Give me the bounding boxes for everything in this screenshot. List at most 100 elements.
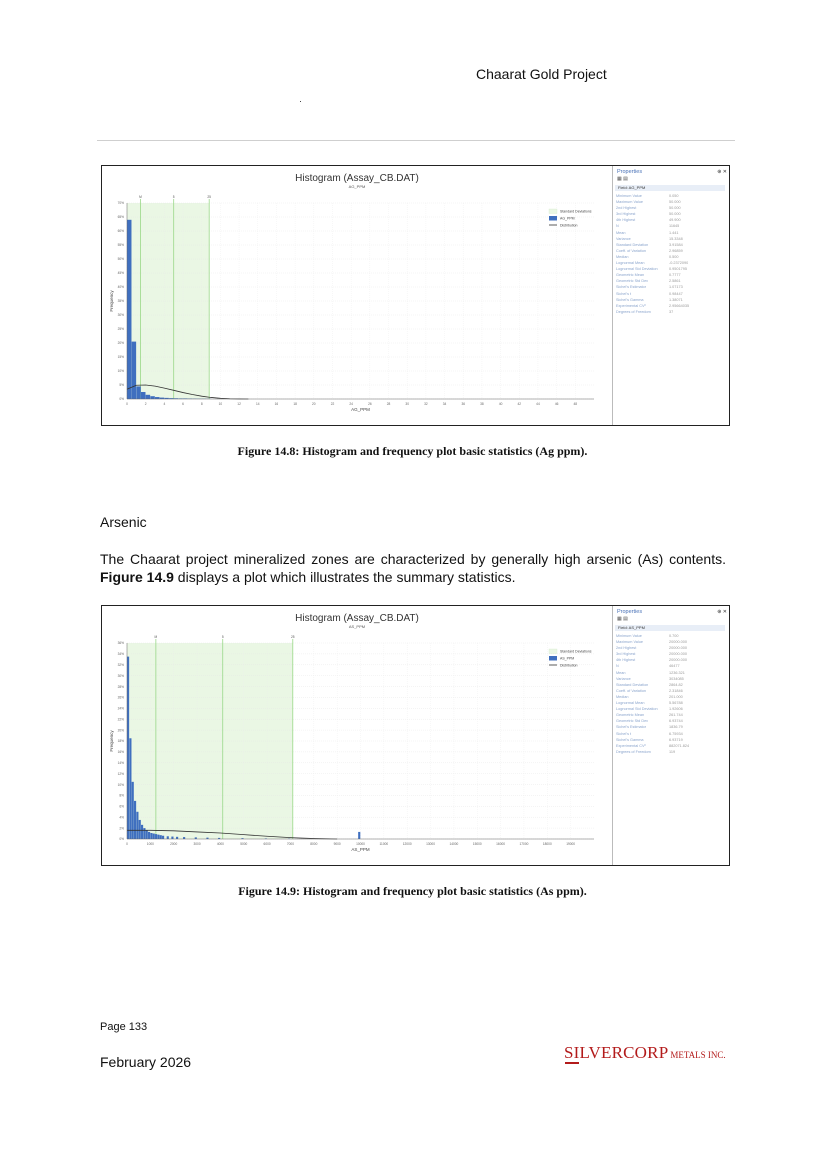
x-tick-label: 46 [555,402,559,406]
x-tick-label: 9000 [334,842,341,846]
property-row: Standard Deviation 2864.82 [616,682,728,688]
y-tick-label: 70% [118,201,125,205]
histogram-bar [155,834,158,839]
properties-toolbar-icon[interactable]: ▦ ▤ [617,176,628,182]
property-name: 2nd Highest [616,206,637,211]
histogram-bar [131,341,137,399]
property-value: 1836.79 [669,725,683,730]
property-name: Degrees of Freedom [616,749,651,754]
property-name: Experimental CV² [616,303,646,308]
property-row: Median 201.000 [616,694,728,700]
property-name: Geometric Std Dev [616,279,649,284]
property-value: 6.93744 [669,719,683,724]
property-name: Maximum Value [616,200,643,205]
property-name: Mean [616,670,626,675]
property-value: 1.38071 [669,297,683,302]
std-dev-label: 5 [222,635,224,639]
x-tick-label: 42 [518,402,522,406]
properties-rows: Minimum Value 0.700 Maximum Value 20000.000… [616,633,728,755]
legend-label: AG_PPM [560,217,575,221]
property-name: Minimum Value [616,194,642,198]
histogram-bar [129,738,132,839]
pin-close-icon[interactable]: ⊕ ✕ [717,169,727,175]
property-row: Minimum Value 0.700 [616,633,728,639]
property-value: 20000.000 [669,658,687,663]
property-name: Mean [616,230,626,235]
legend-swatch [549,216,557,221]
x-tick-label: 17000 [520,842,529,846]
histogram-bar [194,837,197,839]
x-tick-label: 40 [499,402,503,406]
x-tick-label: 30 [405,402,409,406]
property-row: Sichel's Gamma 6.93719 [616,737,728,743]
property-name: Median [616,694,629,699]
y-tick-label: 35% [118,299,125,303]
histogram-bar [264,838,267,839]
property-row: Coeff. of Variation 2.31846 [616,688,728,694]
property-value: 1.07173 [669,285,683,290]
property-row: Geometric Mean 0.7777 [616,272,728,278]
x-tick-label: 14000 [449,842,458,846]
property-value: 2.31846 [669,688,683,693]
property-row: Coeff. of Variation 2.96859 [616,248,728,254]
property-value: 882071.824 [669,743,690,748]
legend-label: Distribution [560,224,578,228]
property-name: Median [616,254,629,259]
histogram-bar [138,819,141,839]
histogram-bar [183,398,188,399]
distribution-curve [127,829,338,840]
x-tick-label: 4000 [217,842,224,846]
property-name: Sichel's Gamma [616,297,644,302]
y-tick-label: 18% [118,739,125,743]
property-name: Minimum Value [616,634,642,638]
property-name: 3rd Highest [616,212,636,217]
y-tick-label: 10% [118,369,125,373]
property-name: 4th Highest [616,218,636,223]
property-value: 3.91584 [669,242,683,247]
property-name: Coeff. of Variation [616,688,647,693]
property-name: Lognormal Std Deviation [616,707,658,712]
pin-close-icon[interactable]: ⊕ ✕ [717,609,727,615]
y-tick-label: 6% [119,805,124,809]
figure-as-histogram: Histogram (Assay_CB.DAT) AS_PPM 0% 2% 4% 6% 8%… [101,605,730,866]
property-row: Geometric Mean 261.744 [616,712,728,718]
x-tick-label: 10 [219,402,223,406]
property-row: 3rd Highest 20000.000 [616,651,728,657]
property-row: Lognormal Std Deviation 0.9501795 [616,266,728,272]
property-name: Sichel's t [616,291,632,296]
property-name: N [616,664,619,669]
x-tick-label: 13000 [426,842,435,846]
histogram-bar [159,397,165,399]
ag-histogram-chart: Histogram (Assay_CB.DAT)AG_PPM0%5%10%15%… [109,173,594,412]
y-tick-label: 55% [118,243,125,247]
y-tick-label: 30% [118,313,125,317]
x-tick-label: 15000 [473,842,482,846]
legend-label: Standard Deviations [560,210,592,214]
std-dev-label: M [155,635,158,639]
y-tick-label: 8% [119,794,124,798]
x-axis-label: AS_PPM [351,847,370,852]
property-row: Mean 1.441 [616,230,728,236]
footer-date: February 2026 [100,1054,192,1070]
x-tick-label: 19000 [566,842,575,846]
property-row: Sichel's Gamma 1.38071 [616,297,728,303]
property-row: Lognormal Mean -0.2372090 [616,260,728,266]
property-value: 5.56788 [669,701,683,706]
logo-underline [565,1062,579,1064]
properties-rows: Minimum Value 0.050 Maximum Value 50.000 2nd… [616,193,728,315]
properties-field: Field: AG_PPM [615,185,725,191]
legend-swatch [548,208,558,214]
para-text-2: displays a plot which illustrates the su… [173,569,516,585]
property-value: 50.000 [669,200,681,205]
property-name: Variance [616,236,631,241]
x-tick-label: 11000 [380,842,389,846]
property-name: Experimental CV² [616,743,646,748]
property-value: 11645 [669,224,680,229]
x-tick-label: 1000 [147,842,154,846]
histogram-bar [173,398,179,399]
properties-toolbar-icon[interactable]: ▦ ▤ [617,616,628,622]
property-value: 119 [669,749,676,754]
property-row: Mean 1236.321 [616,670,728,676]
property-value: 2.95664035 [669,303,690,308]
property-value: 1236.321 [669,670,685,675]
